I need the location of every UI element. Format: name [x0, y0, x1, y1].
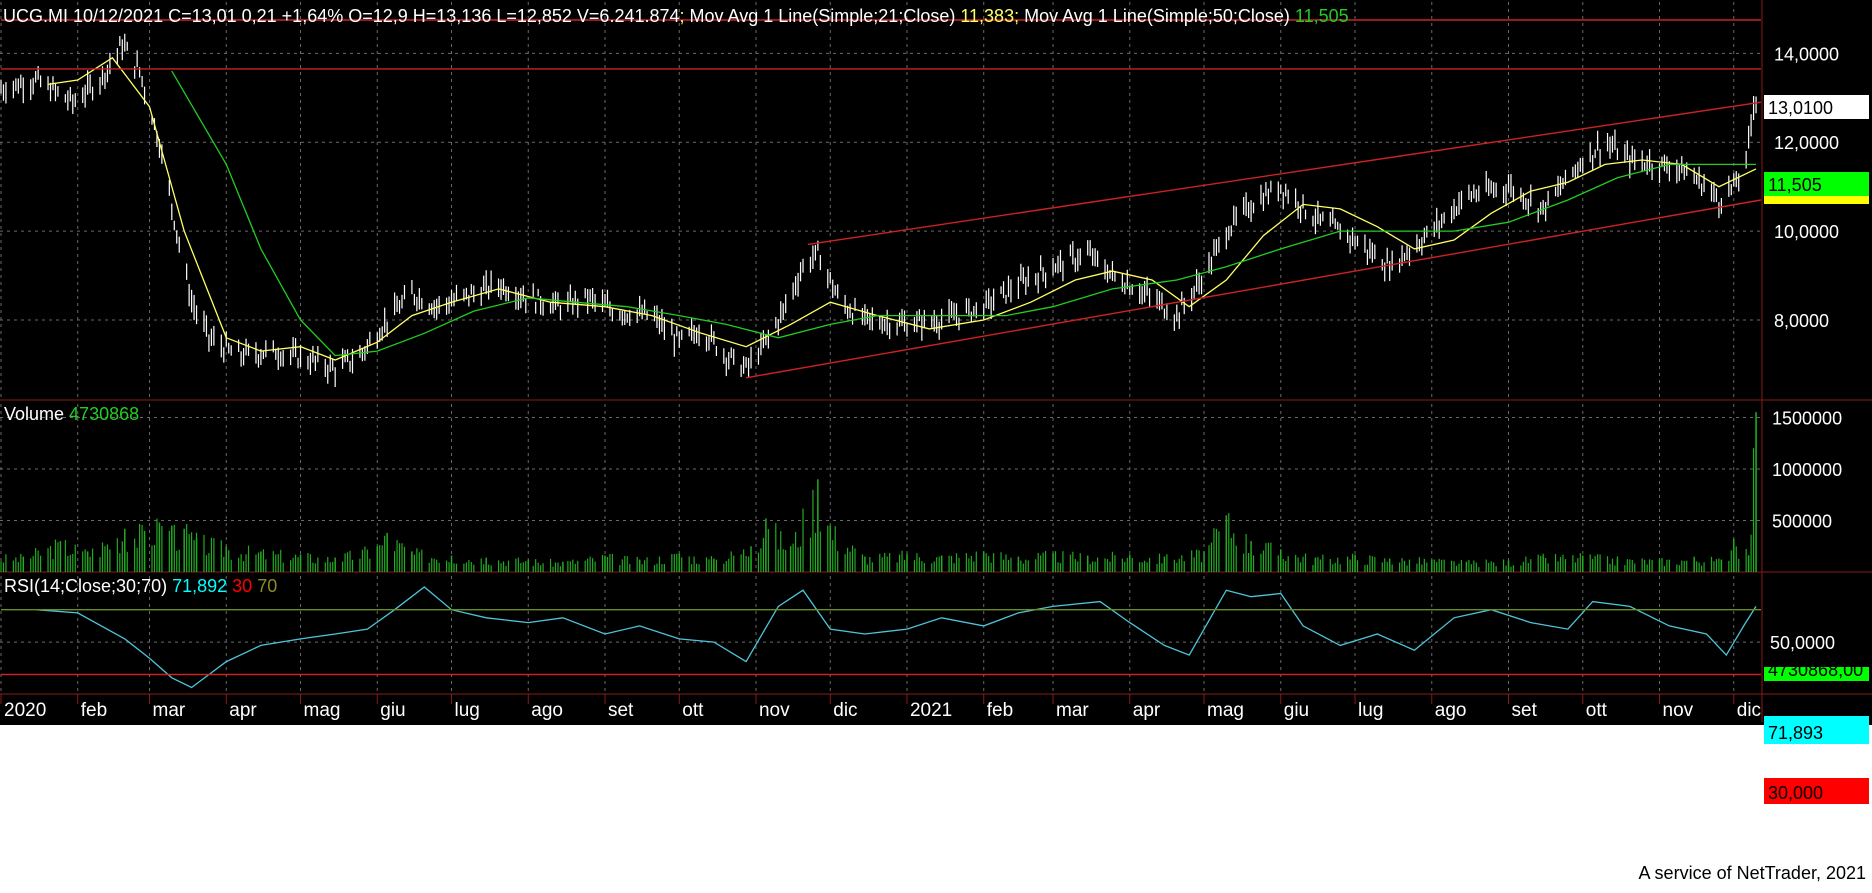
rsi-label: RSI(14;Close;30;70) [4, 576, 172, 596]
x-tick-label: ott [1586, 700, 1608, 721]
x-tick-label: set [1512, 700, 1538, 721]
ma50-badge-bg [1764, 172, 1869, 196]
chart-background [0, 0, 1872, 725]
rsi-badge-bg [1764, 716, 1869, 744]
x-tick-label: ago [531, 700, 563, 721]
header-legend: UCG.MI 10/12/2021 C=13,01 0,21 +1,64% O=… [3, 6, 1349, 26]
rsi-line [35, 586, 1757, 689]
y-tick-label: 500000 [1772, 511, 1832, 531]
x-tick-label: ago [1435, 700, 1467, 721]
rsi-low: 30 [232, 576, 257, 596]
rsi-low-badge: 30,000 [1768, 783, 1823, 803]
x-tick-label: 2020 [4, 700, 46, 721]
x-tick-label: lug [1358, 700, 1383, 721]
x-tick-label: set [608, 700, 634, 721]
volume-legend: Volume 4730868 [4, 404, 139, 424]
x-tick-label: mar [153, 700, 186, 721]
separator: ; [1014, 6, 1024, 26]
ma50-badge: 11,505 [1768, 175, 1822, 195]
ma50-value: 11,505 [1295, 6, 1349, 26]
volume-label: Volume [4, 404, 69, 424]
x-tick-label: 2021 [910, 700, 952, 721]
y-tick-label: 1500000 [1772, 408, 1842, 428]
x-tick-label: mag [304, 700, 341, 721]
x-tick-label: dic [833, 700, 857, 721]
y-tick-label: 12,0000 [1774, 133, 1839, 153]
last-price-badge: 13,0100 [1768, 98, 1833, 118]
x-tick-label: giu [380, 700, 405, 721]
x-tick-label: feb [81, 700, 107, 721]
x-tick-label: apr [1133, 700, 1161, 721]
y-tick-label: 8,0000 [1774, 311, 1829, 331]
x-tick-label: lug [455, 700, 480, 721]
price-bars-series [0, 33, 1757, 388]
volume-badge: 4730868,00 [1768, 660, 1863, 680]
rsi-high: 70 [257, 576, 277, 596]
rsi-value: 71,892 [172, 576, 232, 596]
separator: ; [680, 6, 690, 26]
x-tick-label: mag [1207, 700, 1244, 721]
last-price-badge-bg [1764, 95, 1869, 119]
y-tick-label: 1000000 [1772, 460, 1842, 480]
ma50-label: Mov Avg 1 Line(Simple;50;Close) [1024, 6, 1290, 26]
x-tick-label: nov [1663, 700, 1694, 721]
y-tick-label: 50,0000 [1770, 633, 1835, 653]
series-line [47, 56, 1757, 361]
x-tick-label: feb [987, 700, 1013, 721]
x-tick-label: apr [229, 700, 257, 721]
series-line [171, 70, 1756, 357]
rsi-badge: 71,893 [1768, 723, 1823, 743]
symbol-info: UCG.MI 10/12/2021 C=13,01 0,21 +1,64% O=… [3, 6, 680, 26]
footer-credit: A service of NetTrader, 2021 [1638, 863, 1866, 883]
x-tick-label: mar [1056, 700, 1089, 721]
x-tick-label: dic [1737, 700, 1761, 721]
y-tick-label: 14,0000 [1774, 44, 1839, 64]
series-line [807, 101, 1762, 246]
ma21-label: Mov Avg 1 Line(Simple;21;Close) [690, 6, 956, 26]
y-tick-label: 10,0000 [1774, 222, 1839, 242]
x-tick-label: nov [759, 700, 790, 721]
x-tick-label: ott [682, 700, 704, 721]
volume-badge-bg [1764, 667, 1869, 681]
volume-value: 4730868 [69, 404, 139, 424]
rsi-legend: RSI(14;Close;30;70) 71,892 30 70 [4, 576, 277, 596]
x-tick-label: giu [1284, 700, 1309, 721]
rsi-low-badge-bg [1764, 778, 1869, 804]
ma21-value: 11,383 [960, 6, 1014, 26]
series-line [745, 199, 1762, 379]
